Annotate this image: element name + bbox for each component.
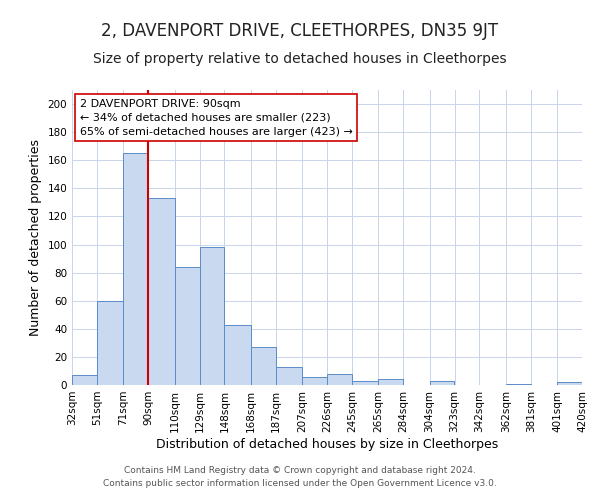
Bar [557, 382, 582, 385]
Y-axis label: Number of detached properties: Number of detached properties [29, 139, 42, 336]
X-axis label: Distribution of detached houses by size in Cleethorpes: Distribution of detached houses by size … [156, 438, 498, 450]
Text: 2, DAVENPORT DRIVE, CLEETHORPES, DN35 9JT: 2, DAVENPORT DRIVE, CLEETHORPES, DN35 9J… [101, 22, 499, 40]
Bar [378, 380, 403, 385]
Bar [199, 248, 224, 385]
Bar [72, 375, 97, 385]
Bar [430, 381, 455, 385]
Bar [123, 153, 148, 385]
Text: Contains HM Land Registry data © Crown copyright and database right 2024.
Contai: Contains HM Land Registry data © Crown c… [103, 466, 497, 487]
Text: 2 DAVENPORT DRIVE: 90sqm
← 34% of detached houses are smaller (223)
65% of semi-: 2 DAVENPORT DRIVE: 90sqm ← 34% of detach… [80, 99, 353, 137]
Bar [251, 347, 276, 385]
Bar [506, 384, 531, 385]
Bar [148, 198, 175, 385]
Bar [302, 376, 327, 385]
Bar [224, 324, 251, 385]
Bar [276, 366, 302, 385]
Bar [97, 300, 123, 385]
Bar [327, 374, 352, 385]
Text: Size of property relative to detached houses in Cleethorpes: Size of property relative to detached ho… [93, 52, 507, 66]
Bar [352, 381, 378, 385]
Bar [175, 267, 199, 385]
